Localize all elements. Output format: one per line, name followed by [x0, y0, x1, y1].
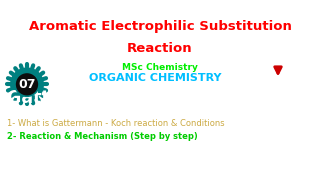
Circle shape — [10, 67, 44, 101]
Text: ORGANIC CHEMISTRY: ORGANIC CHEMISTRY — [89, 73, 221, 83]
Text: Check Pdf
Notes: Check Pdf Notes — [276, 66, 314, 87]
Text: 07: 07 — [18, 78, 36, 91]
Text: Aromatic Electrophilic Substitution: Aromatic Electrophilic Substitution — [28, 20, 292, 33]
Circle shape — [15, 72, 39, 96]
Text: 1- What is Gattermann - Koch reaction & Conditions: 1- What is Gattermann - Koch reaction & … — [7, 119, 225, 128]
Text: Gattermann - Koch Reaction: Gattermann - Koch Reaction — [7, 89, 284, 107]
Text: 2- Reaction & Mechanism (Step by step): 2- Reaction & Mechanism (Step by step) — [7, 132, 198, 141]
Text: MSc Chemistry: MSc Chemistry — [122, 63, 198, 72]
Text: Reaction: Reaction — [127, 42, 193, 55]
